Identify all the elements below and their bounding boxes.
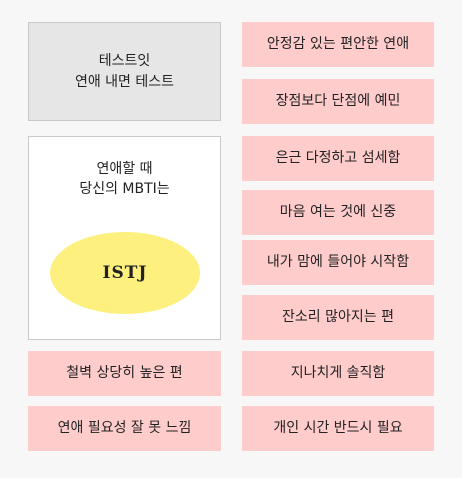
result-question-line2: 당신의 MBTI는 [79,181,170,198]
result-badge: ISTJ [50,232,200,314]
test-name: 연애 내면 테스트 [74,73,175,90]
trait-tag: 내가 맘에 들어야 시작함 [242,240,434,285]
trait-tag: 장점보다 단점에 예민 [242,79,434,124]
mbti-type: ISTJ [102,263,148,283]
trait-tag: 은근 다정하고 섬세함 [242,136,434,181]
test-brand: 테스트잇 [98,53,151,70]
result-question: 연애할 때 당신의 MBTI는 [29,159,220,200]
trait-tag: 지나치게 솔직함 [242,351,434,396]
trait-tag: 철벽 상당히 높은 편 [28,351,221,396]
result-question-line1: 연애할 때 [96,161,153,177]
trait-tag: 안정감 있는 편안한 연애 [242,22,434,67]
test-title-card: 테스트잇 연애 내면 테스트 [28,22,221,121]
trait-tag: 마음 여는 것에 신중 [242,190,434,235]
trait-tag: 연애 필요성 잘 못 느낌 [28,406,221,451]
trait-tag: 개인 시간 반드시 필요 [242,406,434,451]
result-card: 연애할 때 당신의 MBTI는 ISTJ [28,136,221,340]
trait-tag: 잔소리 많아지는 편 [242,295,434,340]
